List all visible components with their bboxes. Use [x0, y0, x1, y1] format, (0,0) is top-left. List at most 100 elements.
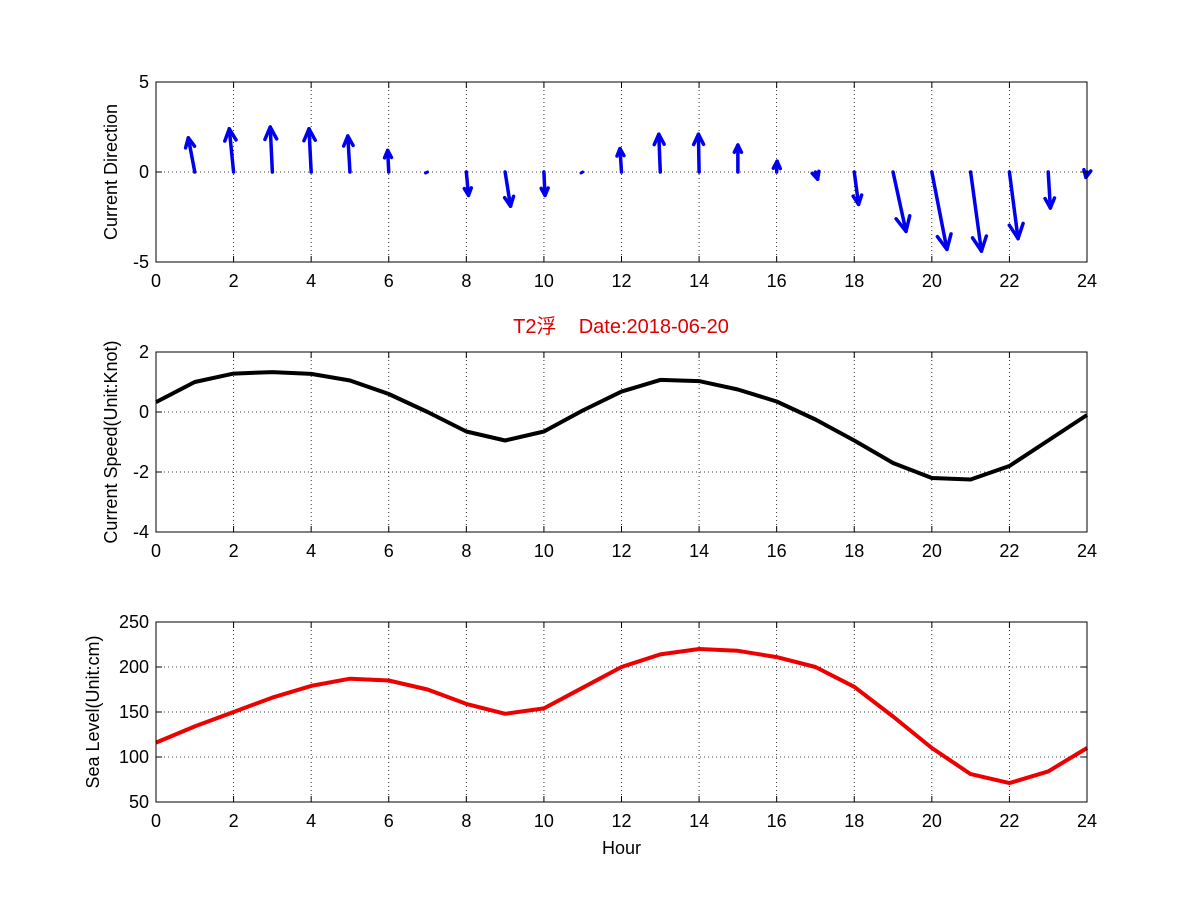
x-tick-label: 10: [534, 271, 554, 291]
direction-arrow: [615, 146, 626, 174]
arrow-head: [691, 132, 706, 147]
direction-arrow: [263, 125, 279, 174]
arrow-shaft: [852, 170, 861, 207]
figure-title: T2浮 Date:2018-06-20: [513, 315, 729, 338]
arrow-head: [341, 134, 355, 148]
direction-arrow: [423, 170, 430, 175]
x-tick-label: 14: [689, 271, 709, 291]
x-tick-label: 16: [767, 541, 787, 561]
y-tick-label: 50: [129, 792, 149, 812]
x-tick-label: 20: [922, 541, 942, 561]
arrow-head: [851, 193, 864, 207]
direction-arrow: [502, 170, 516, 208]
y-tick-label: -5: [133, 252, 149, 272]
speed-marks: [155, 370, 1089, 482]
y-tick-label: 200: [119, 657, 149, 677]
x-tick-label: 0: [151, 541, 161, 561]
x-tick-label: 2: [229, 271, 239, 291]
direction-arrow: [462, 170, 474, 198]
direction-arrow: [223, 127, 238, 174]
arrow-shaft: [268, 125, 275, 174]
direction-arrow: [579, 170, 585, 175]
direction-arrow: [382, 148, 394, 174]
direction-arrow: [810, 169, 821, 181]
x-tick-label: 18: [844, 271, 864, 291]
arrow-shaft: [930, 170, 949, 252]
arrow-head: [771, 159, 783, 171]
x-tick-label: 18: [844, 811, 864, 831]
arrow-head: [1043, 196, 1057, 210]
sea-level-xlabel: Hour: [602, 838, 641, 858]
x-tick-label: 2: [229, 541, 239, 561]
x-tick-label: 8: [461, 271, 471, 291]
x-tick-label: 20: [922, 271, 942, 291]
x-tick-label: 12: [611, 811, 631, 831]
direction-arrow: [732, 143, 744, 174]
x-tick-label: 22: [999, 811, 1019, 831]
arrow-shaft: [696, 132, 701, 174]
arrow-head: [615, 146, 626, 158]
arrow-shaft: [503, 170, 513, 208]
x-tick-label: 24: [1077, 811, 1097, 831]
direction-arrow: [968, 170, 989, 253]
arrow-shaft: [657, 132, 663, 174]
arrow-shaft: [307, 127, 313, 174]
arrow-head: [539, 186, 550, 198]
x-tick-label: 2: [229, 811, 239, 831]
direction-arrow: [183, 136, 197, 174]
arrow-head: [302, 127, 317, 143]
x-tick-label: 8: [461, 541, 471, 561]
arrow-head: [502, 194, 516, 208]
x-tick-label: 20: [922, 811, 942, 831]
arrow-shaft: [227, 127, 236, 174]
arrow-head: [970, 234, 989, 253]
arrow-head: [183, 136, 197, 150]
arrow-shaft: [346, 134, 352, 174]
x-tick-label: 6: [384, 271, 394, 291]
sea-level-ylabel: Sea Level(Unit:cm): [83, 635, 103, 788]
sea-level-grid: [156, 622, 1087, 802]
direction-arrow: [652, 132, 666, 174]
direction-arrow: [1043, 170, 1057, 210]
arrow-head: [810, 169, 821, 181]
arrow-shaft: [968, 170, 984, 253]
y-tick-label: -4: [133, 522, 149, 542]
x-tick-label: 24: [1077, 271, 1097, 291]
y-tick-label: 0: [139, 402, 149, 422]
direction-arrow: [771, 159, 783, 174]
arrow-shaft: [423, 170, 430, 175]
direction-marks: [183, 125, 1093, 253]
arrow-head: [382, 148, 394, 160]
arrow-head: [1007, 221, 1025, 241]
x-tick-label: 24: [1077, 541, 1097, 561]
arrow-shaft: [891, 170, 908, 234]
x-tick-label: 16: [767, 811, 787, 831]
x-tick-label: 0: [151, 271, 161, 291]
x-tick-label: 22: [999, 271, 1019, 291]
x-tick-label: 14: [689, 541, 709, 561]
direction-arrow: [302, 127, 317, 174]
y-tick-label: 250: [119, 612, 149, 632]
arrow-shaft: [1046, 170, 1053, 210]
arrow-head: [462, 186, 474, 198]
speed-grid: [156, 352, 1087, 532]
direction-arrow: [539, 170, 550, 198]
x-tick-label: 10: [534, 811, 554, 831]
arrow-head: [263, 125, 279, 142]
x-tick-label: 12: [611, 541, 631, 561]
x-tick-label: 4: [306, 541, 316, 561]
x-tick-label: 0: [151, 811, 161, 831]
y-tick-label: -2: [133, 462, 149, 482]
direction-arrow: [1007, 170, 1025, 241]
x-tick-label: 14: [689, 811, 709, 831]
arrow-head: [732, 143, 744, 155]
arrow-head: [652, 132, 666, 147]
x-tick-label: 22: [999, 541, 1019, 561]
sea-level-marks: [155, 647, 1089, 786]
x-tick-label: 16: [767, 271, 787, 291]
direction-ylabel: Current Direction: [101, 104, 121, 240]
y-tick-label: 0: [139, 162, 149, 182]
x-tick-label: 6: [384, 811, 394, 831]
direction-arrow: [930, 170, 953, 252]
